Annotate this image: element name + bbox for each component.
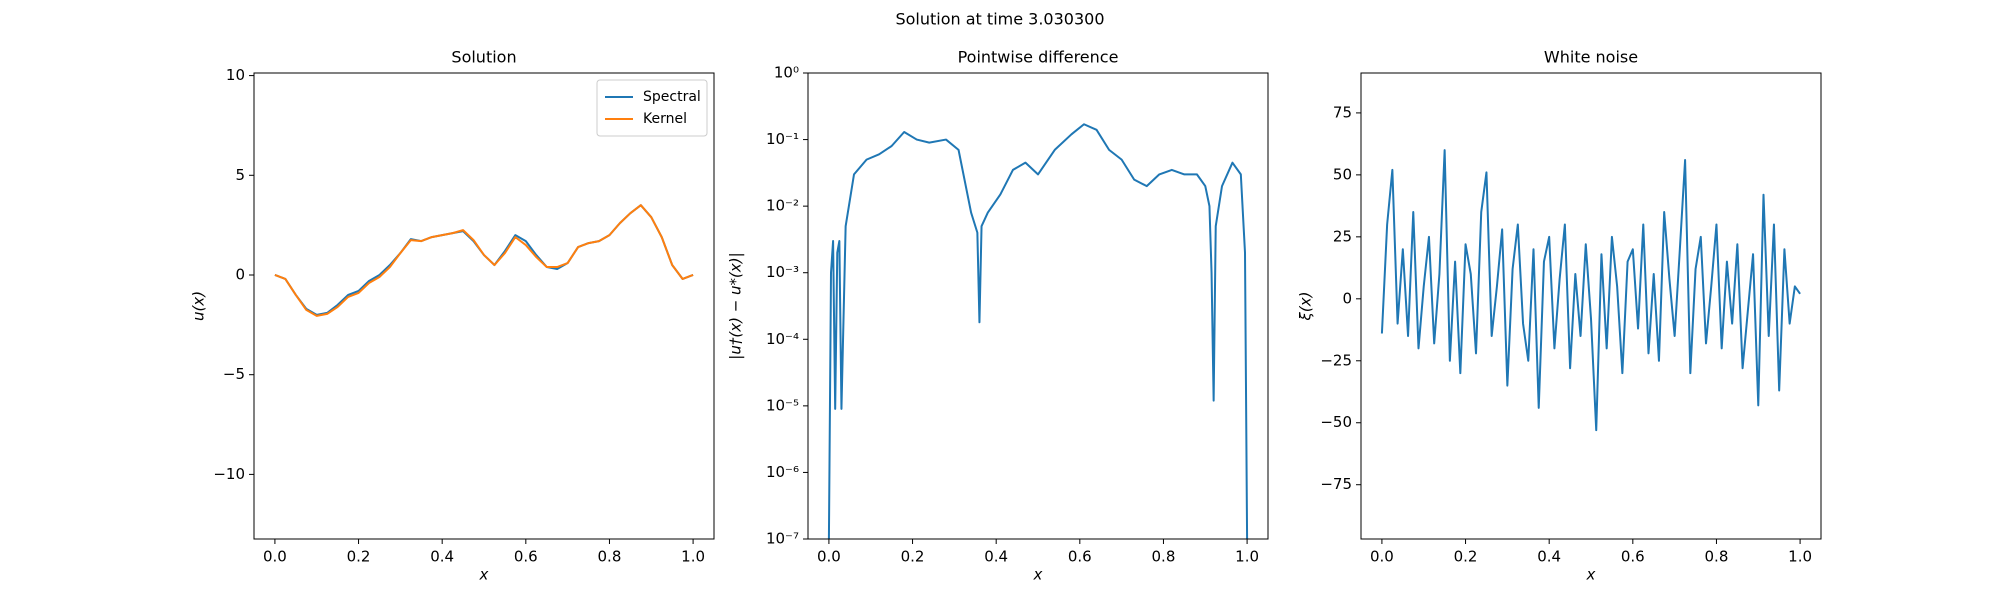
- y-tick-label: 10⁻⁶: [766, 463, 799, 481]
- y-tick-label: 10⁻³: [766, 263, 799, 281]
- axes-frame: [1360, 72, 1822, 540]
- x-axis-label: x: [1033, 566, 1043, 584]
- subplot-title: White noise: [1544, 48, 1638, 67]
- x-tick-label: 0.4: [984, 548, 1008, 566]
- x-tick-label: 1.0: [1788, 548, 1812, 566]
- data-line: [274, 204, 694, 317]
- x-tick-label: 0.0: [1370, 548, 1394, 566]
- data-line: [1380, 149, 1801, 432]
- y-axis-label: ξ(x): [1297, 292, 1315, 322]
- subplot-title: Solution: [451, 48, 516, 67]
- y-tick-label: 10: [226, 66, 245, 84]
- y-tick-label: 0: [1342, 289, 1352, 307]
- x-tick-label: 0.2: [901, 548, 925, 566]
- y-tick-label: 10⁻¹: [766, 130, 799, 148]
- x-tick-label: 0.0: [263, 548, 287, 566]
- x-tick-label: 0.8: [1152, 548, 1176, 566]
- legend-label: Spectral: [643, 89, 701, 105]
- y-tick-label: −25: [1320, 351, 1352, 369]
- y-tick-label: −50: [1320, 413, 1352, 431]
- data-line: [274, 204, 694, 316]
- x-tick-label: 0.8: [1705, 548, 1729, 566]
- x-tick-label: 0.6: [514, 548, 538, 566]
- x-tick-label: 0.4: [430, 548, 454, 566]
- subplot-title: Pointwise difference: [958, 48, 1119, 67]
- y-tick-label: 10⁻²: [766, 197, 799, 215]
- y-tick-label: 25: [1333, 227, 1352, 245]
- x-tick-label: 0.6: [1068, 548, 1092, 566]
- x-tick-label: 1.0: [681, 548, 705, 566]
- y-tick-label: 75: [1333, 103, 1352, 121]
- x-tick-label: 0.6: [1621, 548, 1645, 566]
- y-tick-label: 10⁻⁷: [766, 530, 799, 548]
- y-tick-label: 10⁰: [774, 64, 799, 82]
- x-tick-label: 0.4: [1537, 548, 1561, 566]
- y-axis-label: u(x): [190, 291, 208, 321]
- y-tick-label: 10⁻⁵: [766, 396, 799, 414]
- x-axis-label: x: [479, 566, 489, 584]
- x-tick-label: 1.0: [1235, 548, 1259, 566]
- y-tick-label: 10⁻⁴: [766, 330, 799, 348]
- y-tick-label: −5: [223, 365, 245, 383]
- axes-frame: [807, 72, 1269, 540]
- axes-frame: [253, 72, 715, 540]
- y-axis-label: |u†(x) − u*(x)|: [727, 252, 745, 359]
- y-tick-label: 50: [1333, 165, 1352, 183]
- y-tick-label: −75: [1320, 475, 1352, 493]
- legend-box: [596, 79, 708, 137]
- x-axis-label: x: [1586, 566, 1596, 584]
- y-tick-label: −10: [213, 465, 245, 483]
- x-tick-label: 0.2: [1454, 548, 1478, 566]
- legend-label: Kernel: [643, 111, 687, 127]
- y-tick-label: 0: [235, 265, 245, 283]
- x-tick-label: 0.8: [598, 548, 622, 566]
- data-line: [827, 123, 1249, 539]
- x-tick-label: 0.0: [817, 548, 841, 566]
- y-tick-label: 5: [235, 166, 245, 184]
- x-tick-label: 0.2: [347, 548, 371, 566]
- figure-title: Solution at time 3.030300: [895, 10, 1104, 29]
